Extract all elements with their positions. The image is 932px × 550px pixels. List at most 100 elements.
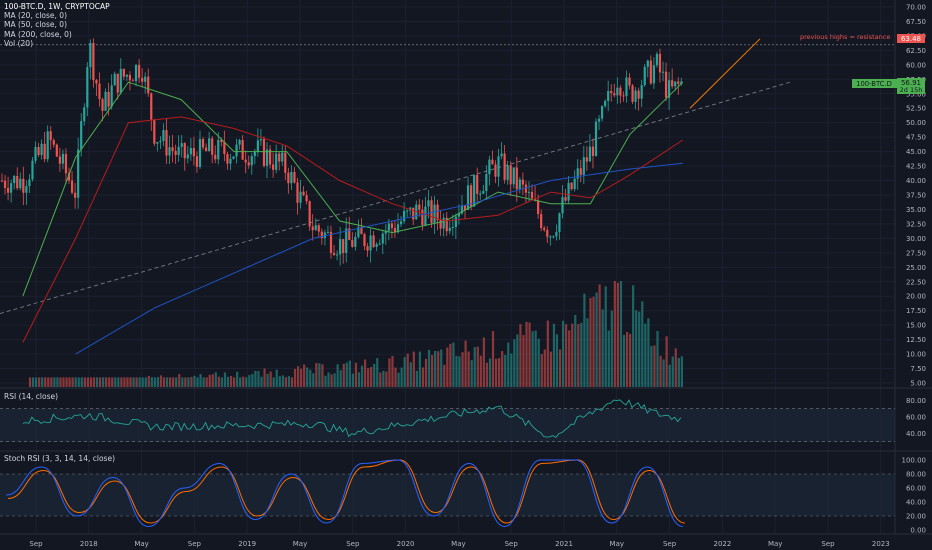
stoch-tick-label: 40.00 bbox=[906, 499, 926, 507]
volume-bar bbox=[129, 377, 132, 387]
price-pane[interactable] bbox=[0, 38, 895, 355]
x-tick-label: May bbox=[293, 540, 307, 548]
candle-body bbox=[335, 254, 339, 256]
volume-bar bbox=[318, 363, 321, 387]
candle-body bbox=[372, 235, 375, 247]
candle-body bbox=[393, 228, 397, 233]
volume-bar bbox=[272, 377, 275, 387]
volume-bar bbox=[342, 363, 345, 387]
stoch-k-line bbox=[5, 459, 683, 528]
volume-bar bbox=[619, 280, 623, 387]
volume-bar bbox=[680, 356, 683, 387]
volume-bar bbox=[108, 377, 111, 387]
volume-bar bbox=[455, 355, 458, 387]
symbol-title[interactable]: 100-BTC.D, 1W, CRYPTOCAP bbox=[4, 2, 110, 11]
volume-bar bbox=[367, 368, 370, 387]
volume-bar bbox=[281, 375, 284, 387]
candle-body bbox=[345, 228, 348, 254]
candle-body bbox=[156, 142, 159, 144]
volume-bar bbox=[549, 351, 552, 387]
rsi-pane[interactable] bbox=[0, 399, 895, 443]
rsi-tick-label: 80.00 bbox=[906, 397, 926, 405]
stoch-rsi-pane[interactable] bbox=[0, 459, 895, 528]
candle-body bbox=[649, 60, 652, 84]
volume-bar bbox=[363, 359, 367, 387]
candle-body bbox=[28, 179, 31, 187]
candle-body bbox=[342, 239, 345, 254]
volume-bar bbox=[412, 351, 415, 387]
volume-bar bbox=[613, 280, 616, 387]
volume-bar bbox=[53, 377, 56, 387]
candle-body bbox=[250, 156, 253, 166]
volume-bar bbox=[586, 318, 589, 387]
volume-bar bbox=[543, 349, 546, 387]
candle-body bbox=[503, 153, 506, 180]
candle-body bbox=[262, 139, 266, 166]
rsi-legend[interactable]: RSI (14, close) bbox=[4, 392, 59, 401]
ma20-legend[interactable]: MA (20, close, 0) bbox=[4, 11, 68, 21]
candle-body bbox=[275, 153, 278, 170]
volume-bar bbox=[458, 356, 461, 387]
ma50-legend[interactable]: MA (50, close, 0) bbox=[4, 20, 68, 30]
candle-body bbox=[661, 71, 665, 73]
volume-bar bbox=[461, 352, 464, 387]
candle-body bbox=[25, 186, 28, 193]
volume-bar bbox=[598, 284, 601, 387]
y-tick-label: 42.50 bbox=[906, 163, 926, 171]
candle-body bbox=[165, 130, 168, 156]
candle-body bbox=[436, 204, 439, 221]
candle-body bbox=[445, 217, 448, 232]
volume-bar bbox=[552, 323, 556, 387]
candle-body bbox=[183, 143, 186, 159]
candle-body bbox=[351, 240, 354, 247]
x-tick-label: Sep bbox=[505, 540, 519, 548]
candle-body bbox=[223, 142, 226, 155]
volume-bar bbox=[385, 371, 388, 387]
y-tick-label: 10.00 bbox=[906, 351, 926, 359]
volume-bar bbox=[138, 377, 141, 387]
volume-bar bbox=[159, 375, 163, 387]
volume-bar bbox=[153, 377, 156, 387]
volume-bar bbox=[34, 377, 38, 387]
candle-body bbox=[116, 73, 119, 93]
volume-bar bbox=[178, 374, 181, 387]
candle-body bbox=[439, 220, 442, 229]
rsi-line bbox=[22, 399, 682, 438]
candle-body bbox=[74, 192, 77, 198]
candle-body bbox=[375, 244, 378, 247]
candle-body bbox=[95, 80, 98, 84]
volume-bar bbox=[525, 321, 528, 387]
volume-bar bbox=[354, 362, 358, 387]
volume-bar bbox=[239, 377, 242, 387]
volume-bar bbox=[360, 365, 364, 387]
candle-body bbox=[10, 183, 13, 193]
ma200-legend[interactable]: MA (200, close, 0) bbox=[4, 29, 72, 39]
candle-body bbox=[272, 164, 275, 170]
stoch-rsi-legend[interactable]: Stoch RSI (3, 3, 14, 14, close) bbox=[4, 454, 115, 463]
volume-bar bbox=[68, 377, 71, 387]
volume-bar bbox=[516, 334, 519, 387]
candle-body bbox=[67, 173, 71, 181]
volume-bar bbox=[111, 377, 114, 387]
volume-legend[interactable]: Vol (20) bbox=[4, 38, 34, 48]
candle-body bbox=[77, 149, 80, 198]
candle-body bbox=[110, 85, 113, 107]
candle-body bbox=[500, 153, 503, 157]
candle-body bbox=[192, 148, 196, 157]
candle-body bbox=[186, 154, 189, 159]
candle-body bbox=[591, 146, 595, 157]
candle-body bbox=[430, 200, 433, 223]
volume-bar bbox=[229, 375, 233, 387]
candle-body bbox=[214, 154, 217, 160]
candle-body bbox=[600, 106, 604, 119]
volume-bar bbox=[677, 357, 680, 387]
volume-bar bbox=[62, 377, 65, 387]
candle-body bbox=[31, 160, 34, 180]
volume-bar bbox=[641, 301, 644, 387]
volume-bar bbox=[205, 377, 208, 387]
volume-bar bbox=[644, 323, 647, 387]
volume-bar bbox=[257, 370, 260, 387]
candle-body bbox=[43, 143, 46, 160]
candle-body bbox=[643, 66, 646, 86]
